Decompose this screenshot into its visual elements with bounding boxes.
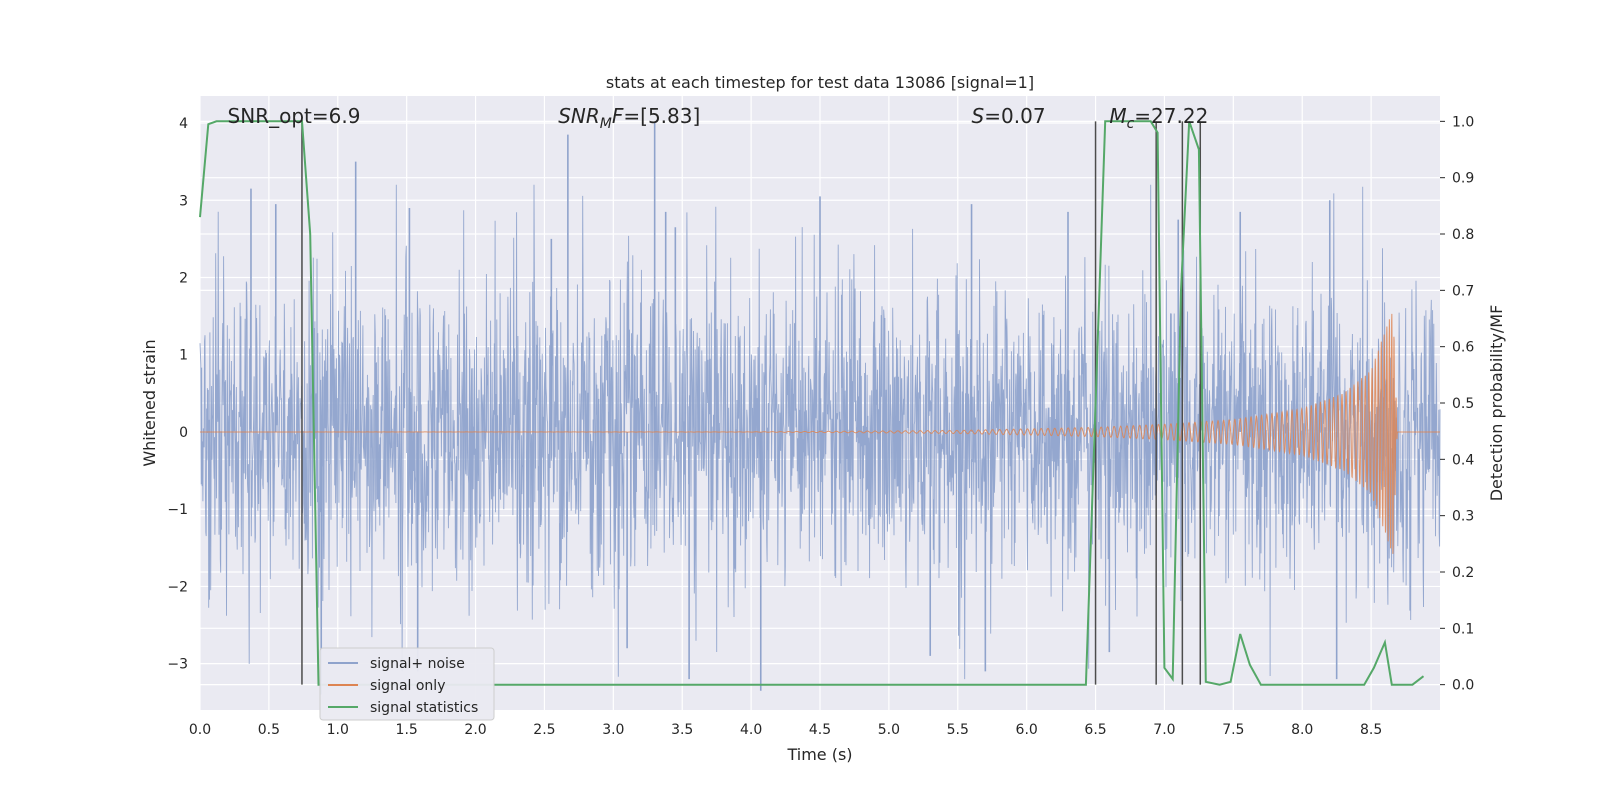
x-tick-label: 4.5 xyxy=(809,722,831,738)
y-right-tick-label: 0.8 xyxy=(1452,227,1474,243)
annotation-mc: Mc=27.22 xyxy=(1109,104,1208,132)
y-left-tick-label: 3 xyxy=(179,193,188,209)
y-right-tick-label: 0.9 xyxy=(1452,171,1474,187)
y-right-tick-label: 0.0 xyxy=(1452,678,1474,694)
y-left-tick-labels: −3 −2 −1 0 1 2 3 4 xyxy=(167,116,188,673)
y-left-tick-label: 2 xyxy=(179,270,188,286)
y-axis-label-right: Detection probability/MF xyxy=(1487,305,1506,502)
x-axis-label: Time (s) xyxy=(786,745,852,764)
y-left-tick-label: −3 xyxy=(167,657,188,673)
signal-noise-series xyxy=(199,123,1441,695)
y-right-tick-label: 0.2 xyxy=(1452,565,1474,581)
signal-statistics-line xyxy=(199,120,1425,686)
annotation-snr-opt: SNR_opt=6.9 xyxy=(228,104,361,128)
x-tick-labels: 0.0 0.5 1.0 1.5 2.0 2.5 3.0 3.5 4.0 4.5 5.0 5.5 6.0 6… xyxy=(189,722,1382,738)
x-tick-label: 4.0 xyxy=(740,722,762,738)
legend-label-signal: signal only xyxy=(370,678,445,694)
annotation-s: S=0.07 xyxy=(972,104,1046,128)
y-right-tick-label: 0.5 xyxy=(1452,396,1474,412)
x-tick-label: 5.5 xyxy=(947,722,969,738)
x-tick-label: 6.0 xyxy=(1016,722,1038,738)
legend-box xyxy=(319,647,495,721)
legend-label-stats: signal statistics xyxy=(370,700,478,716)
x-tick-label: 2.0 xyxy=(464,722,486,738)
signal-only-series xyxy=(200,313,1440,554)
x-tick-label: 8.5 xyxy=(1360,722,1382,738)
signal-only-line xyxy=(200,313,1440,554)
y-right-tick-label: 0.3 xyxy=(1452,509,1474,525)
y-right-tick-label: 0.6 xyxy=(1452,340,1474,356)
annotation-snr-mf: SNRMF=[5.83] xyxy=(558,104,700,132)
x-tick-label: 8.0 xyxy=(1291,722,1313,738)
x-tick-label: 3.0 xyxy=(602,722,624,738)
y-left-tick-label: 1 xyxy=(179,348,188,364)
y-left-tick-label: 4 xyxy=(179,116,188,132)
y-right-tick-label: 1.0 xyxy=(1452,114,1474,130)
x-tick-label: 6.5 xyxy=(1084,722,1106,738)
legend: signal+ noise signal only signal statist… xyxy=(319,647,495,721)
x-tick-label: 7.5 xyxy=(1222,722,1244,738)
y-left-tick-label: −1 xyxy=(167,502,188,518)
signal-statistics-series xyxy=(199,120,1425,686)
annotations: SNR_opt=6.9 SNRMF=[5.83] S=0.07 Mc=27.22 xyxy=(228,104,1209,132)
x-tick-label: 2.5 xyxy=(533,722,555,738)
x-tick-label: 1.5 xyxy=(396,722,418,738)
y-right-tick-label: 0.7 xyxy=(1452,283,1474,299)
y-right-tick-label: 0.4 xyxy=(1452,452,1474,468)
y-left-tick-label: 0 xyxy=(179,425,188,441)
legend-label-noise: signal+ noise xyxy=(370,656,465,672)
y-axis-label-left: Whitened strain xyxy=(140,339,159,466)
y-left-tick-label: −2 xyxy=(167,579,188,595)
x-tick-label: 0.5 xyxy=(258,722,280,738)
y-right-tick-label: 0.1 xyxy=(1452,621,1474,637)
chart-title: stats at each timestep for test data 130… xyxy=(606,73,1034,92)
y-right-tick-labels: 0.0 0.1 0.2 0.3 0.4 0.5 0.6 0.7 0.8 0.9 1.0 xyxy=(1440,114,1474,694)
x-tick-label: 5.0 xyxy=(878,722,900,738)
x-tick-label: 3.5 xyxy=(671,722,693,738)
x-tick-label: 0.0 xyxy=(189,722,211,738)
x-tick-label: 7.0 xyxy=(1153,722,1175,738)
x-tick-label: 1.0 xyxy=(327,722,349,738)
